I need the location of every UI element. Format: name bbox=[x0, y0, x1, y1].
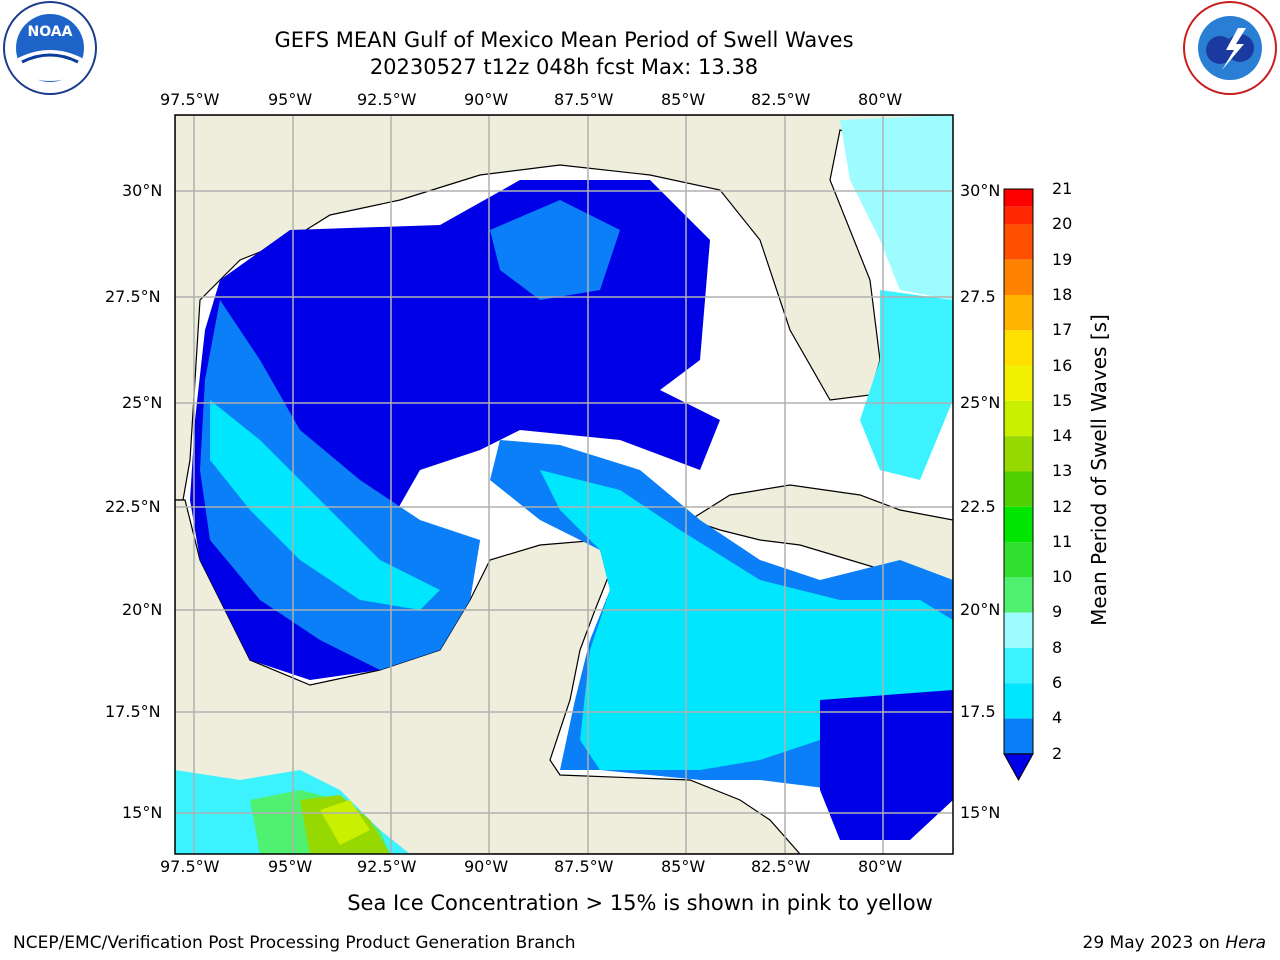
colorbar-tick: 15 bbox=[1052, 391, 1073, 410]
map-area bbox=[175, 115, 953, 854]
lon-label-bottom: 95°W bbox=[268, 857, 313, 876]
lat-label-left: 27.5°N bbox=[105, 287, 161, 306]
lon-label-bottom: 97.5°W bbox=[160, 857, 220, 876]
lon-label-top: 92.5°W bbox=[357, 90, 417, 109]
lat-label-right: 27.5 bbox=[960, 287, 996, 306]
lat-label-right: 30°N bbox=[960, 181, 1001, 200]
lon-label-bottom: 92.5°W bbox=[357, 857, 417, 876]
lat-label-right: 15°N bbox=[960, 803, 1001, 822]
noaa-logo: NOAA bbox=[3, 1, 97, 95]
svg-text:NOAA: NOAA bbox=[28, 24, 73, 40]
lat-label-right: 17.5 bbox=[960, 702, 996, 721]
colorbar-tick: 10 bbox=[1052, 567, 1073, 586]
lon-label-bottom: 85°W bbox=[661, 857, 706, 876]
lat-label-right: 25°N bbox=[960, 393, 1001, 412]
colorbar-tick: 11 bbox=[1052, 532, 1073, 551]
sea-ice-note: Sea Ice Concentration > 15% is shown in … bbox=[347, 891, 933, 915]
lon-label-bottom: 80°W bbox=[858, 857, 903, 876]
lon-label-bottom: 82.5°W bbox=[751, 857, 811, 876]
lat-label-left: 17.5°N bbox=[105, 702, 161, 721]
lat-label-left: 20°N bbox=[122, 600, 163, 619]
date-text: 29 May 2023 on bbox=[1082, 933, 1220, 953]
credit-line: NCEP/EMC/Verification Post Processing Pr… bbox=[13, 933, 576, 953]
date-line: 29 May 2023 on Hera bbox=[1083, 933, 1267, 953]
chart-title: GEFS MEAN Gulf of Mexico Mean Period of … bbox=[274, 28, 854, 52]
colorbar-tick: 2 bbox=[1052, 744, 1063, 763]
lon-label-bottom: 87.5°W bbox=[554, 857, 614, 876]
colorbar-label: Mean Period of Swell Waves [s] bbox=[1087, 314, 1111, 626]
lat-label-left: 22.5°N bbox=[105, 497, 161, 516]
lon-label-top: 97.5°W bbox=[160, 90, 220, 109]
machine-name: Hera bbox=[1225, 933, 1266, 953]
lat-label-right: 22.5 bbox=[960, 497, 996, 516]
nws-logo bbox=[1183, 1, 1277, 95]
colorbar-tick: 16 bbox=[1052, 356, 1073, 375]
colorbar bbox=[1003, 188, 1034, 782]
lon-label-top: 82.5°W bbox=[751, 90, 811, 109]
colorbar-tick: 6 bbox=[1052, 673, 1063, 692]
colorbar-tick: 12 bbox=[1052, 497, 1073, 516]
colorbar-tick: 13 bbox=[1052, 461, 1073, 480]
colorbar-tick: 19 bbox=[1052, 250, 1073, 269]
lat-label-left: 25°N bbox=[122, 393, 163, 412]
lon-label-bottom: 90°W bbox=[464, 857, 509, 876]
colorbar-tick: 18 bbox=[1052, 285, 1073, 304]
colorbar-tick: 20 bbox=[1052, 214, 1073, 233]
lon-label-top: 95°W bbox=[268, 90, 313, 109]
colorbar-tick: 17 bbox=[1052, 320, 1073, 339]
colorbar-tick: 21 bbox=[1052, 179, 1073, 198]
colorbar-tick: 8 bbox=[1052, 638, 1063, 657]
lon-label-top: 85°W bbox=[661, 90, 706, 109]
lon-label-top: 87.5°W bbox=[554, 90, 614, 109]
lon-label-top: 90°W bbox=[464, 90, 509, 109]
lat-label-right: 20°N bbox=[960, 600, 1001, 619]
chart-subtitle: 20230527 t12z 048h fcst Max: 13.38 bbox=[369, 55, 759, 79]
colorbar-tick: 14 bbox=[1052, 426, 1073, 445]
colorbar-tick: 4 bbox=[1052, 708, 1063, 727]
lat-label-left: 30°N bbox=[122, 181, 163, 200]
lon-label-top: 80°W bbox=[858, 90, 903, 109]
lat-label-left: 15°N bbox=[122, 803, 163, 822]
colorbar-tick: 9 bbox=[1052, 602, 1063, 621]
